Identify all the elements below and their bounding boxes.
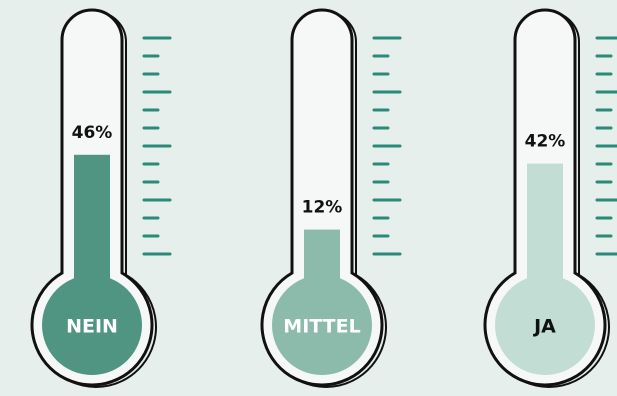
category-label: JA bbox=[532, 316, 556, 338]
bulb bbox=[42, 275, 142, 375]
value-label: 12% bbox=[302, 198, 343, 218]
value-label: 42% bbox=[525, 132, 566, 152]
category-label: NEIN bbox=[66, 316, 118, 338]
value-label: 46% bbox=[72, 123, 113, 143]
bulb bbox=[272, 275, 372, 375]
category-label: MITTEL bbox=[283, 316, 360, 338]
bulb bbox=[495, 275, 595, 375]
